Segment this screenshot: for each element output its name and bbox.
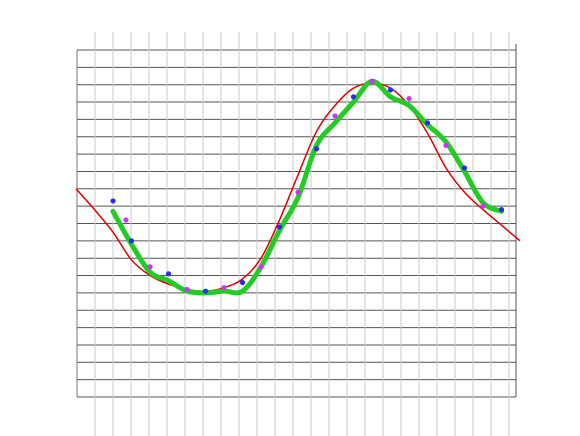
data-point bbox=[128, 238, 135, 244]
data-point bbox=[123, 217, 129, 223]
data-point bbox=[461, 165, 468, 171]
data-point bbox=[110, 198, 116, 204]
data-point bbox=[424, 120, 431, 126]
data-point bbox=[202, 288, 209, 294]
grid bbox=[76, 32, 517, 436]
data-point bbox=[406, 95, 412, 102]
data-point bbox=[480, 203, 486, 209]
data-point bbox=[239, 279, 246, 286]
data-point bbox=[443, 142, 449, 149]
series-green-smoothed-curve bbox=[110, 78, 504, 296]
data-point bbox=[313, 146, 320, 152]
series bbox=[75, 78, 521, 296]
data-point bbox=[498, 207, 505, 213]
data-point bbox=[165, 271, 172, 277]
data-point bbox=[350, 94, 357, 100]
data-point bbox=[332, 113, 338, 119]
data-point bbox=[295, 189, 301, 195]
data-point bbox=[276, 224, 283, 230]
data-point bbox=[184, 286, 190, 293]
data-point bbox=[221, 285, 227, 291]
data-point bbox=[147, 264, 153, 270]
series-red-curve bbox=[75, 82, 521, 292]
data-point bbox=[369, 78, 375, 84]
data-point bbox=[258, 264, 264, 270]
data-point bbox=[387, 87, 394, 93]
